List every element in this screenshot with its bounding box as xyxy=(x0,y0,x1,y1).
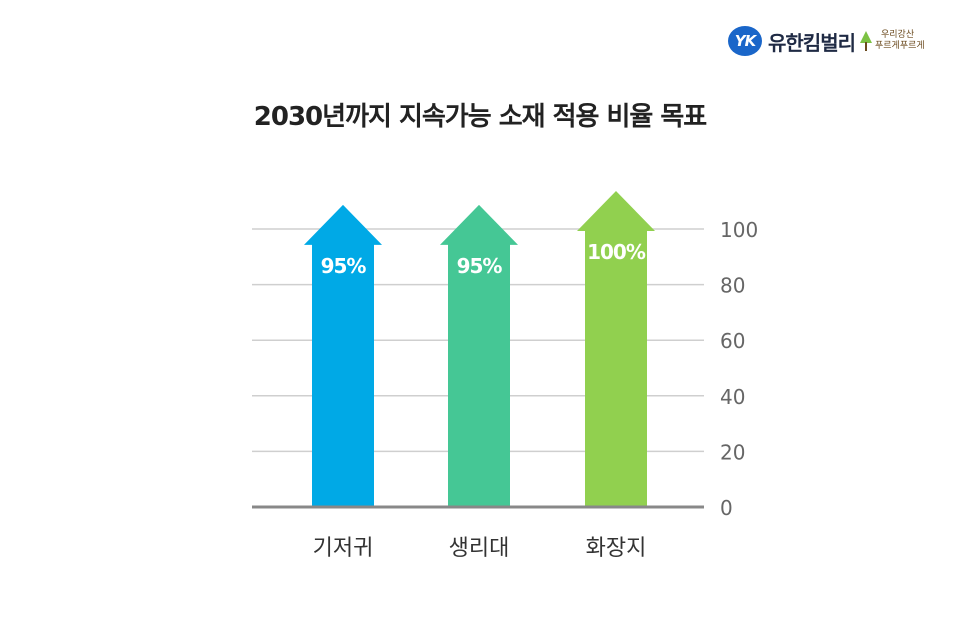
y-tick-label-60: 60 xyxy=(720,329,745,353)
category-label-3: 화장지 xyxy=(585,536,647,561)
chart-title: 2030년까지 지속가능 소재 적용 비율 목표 xyxy=(253,102,707,132)
brand-logo: YK 유한킴벌리 우리강산 푸르게푸르게 xyxy=(728,24,925,58)
bar-arrow-2 xyxy=(440,204,518,507)
data-label-2: 95% xyxy=(457,254,503,278)
y-tick-label-80: 80 xyxy=(720,274,745,298)
brand-name: 유한킴벌리 xyxy=(768,30,856,55)
y-tick-label-100: 100 xyxy=(720,218,758,242)
bar-arrow-3 xyxy=(577,191,655,507)
tree-icon xyxy=(860,31,872,51)
y-tick-label-40: 40 xyxy=(720,385,745,409)
data-label-1: 95% xyxy=(321,254,367,278)
brand-slogan: 우리강산 푸르게푸르게 xyxy=(875,30,925,52)
category-label-1: 기저귀 xyxy=(312,536,374,561)
y-tick-label-0: 0 xyxy=(720,496,733,520)
slogan-line-2: 푸르게푸르게 xyxy=(875,41,925,51)
slogan-line-1: 우리강산 xyxy=(881,30,915,40)
category-label-2: 생리대 xyxy=(448,536,510,561)
data-label-3: 100% xyxy=(587,240,646,264)
y-tick-label-20: 20 xyxy=(720,440,745,464)
brand-mark: YK xyxy=(728,26,762,56)
bar-arrow-1 xyxy=(304,204,382,507)
